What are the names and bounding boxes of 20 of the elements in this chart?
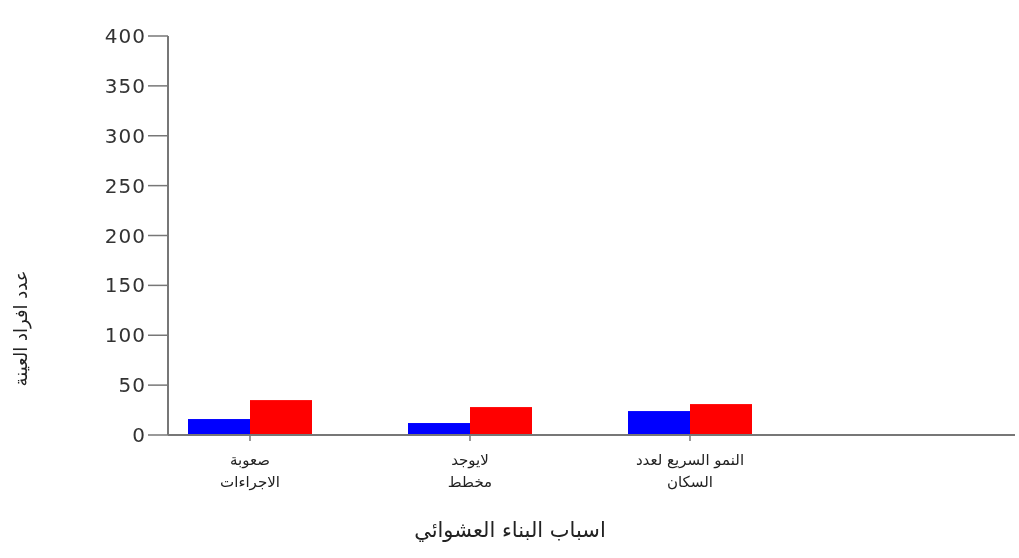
y-tick-label: 250: [104, 173, 146, 198]
x-tick-label: النمو السريع لعدد السكان: [634, 450, 746, 493]
y-tick-label: 300: [104, 123, 146, 148]
bar: [250, 400, 312, 435]
y-tick-label: 400: [104, 24, 146, 48]
y-tick-label: 50: [118, 373, 146, 398]
bar: [690, 404, 752, 435]
y-axis-title: عدد افراد العينة: [9, 269, 31, 389]
bar: [628, 411, 690, 435]
y-tick-label: 150: [104, 273, 146, 298]
y-tick-label: 350: [104, 73, 146, 98]
bar: [408, 423, 470, 435]
x-tick-label: صعوبة الاجراءات: [219, 450, 281, 493]
bar: [188, 419, 250, 435]
x-tick-label: لايوجد مخطط: [446, 450, 494, 493]
bar: [470, 407, 532, 435]
y-tick-label: 200: [104, 223, 146, 248]
y-tick-label: 100: [104, 323, 146, 348]
y-tick-label: 0: [132, 423, 146, 447]
x-axis-title: اسباب البناء العشوائي: [413, 518, 607, 542]
